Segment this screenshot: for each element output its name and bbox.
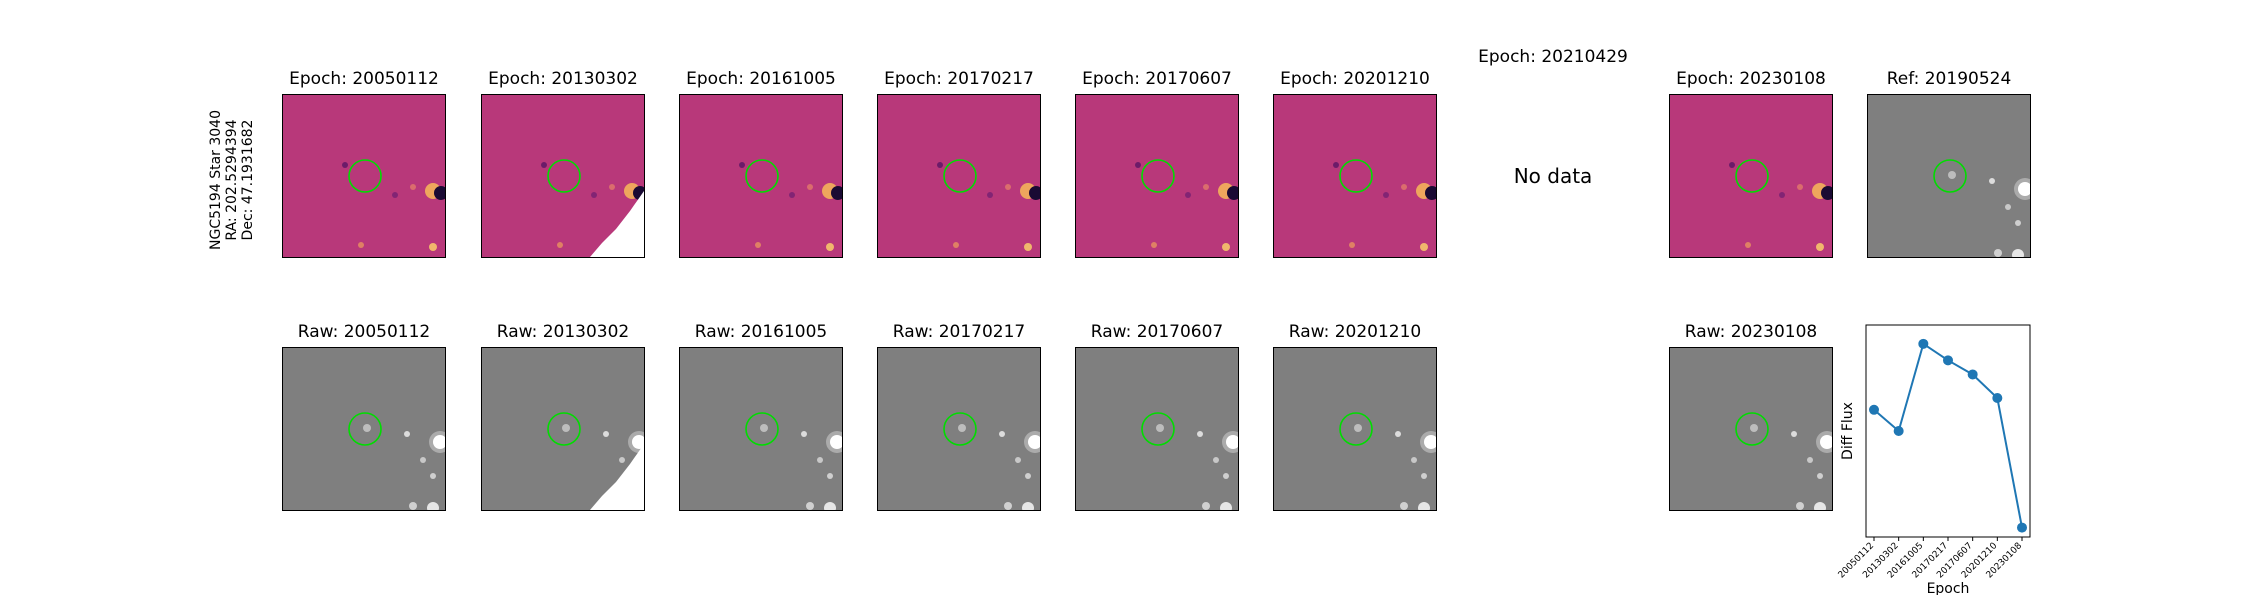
- object-label-line: NGC5194 Star 3040: [208, 110, 224, 250]
- difference-image-panel: [1669, 94, 1833, 258]
- data-point: [1918, 338, 1929, 349]
- aperture-circle: [745, 412, 779, 446]
- panel-title: Epoch: 20210429: [1478, 47, 1628, 67]
- panel-title: Epoch: 20170217: [884, 69, 1034, 89]
- aperture-circle: [547, 159, 581, 193]
- no-data-label: No data: [1513, 164, 1593, 188]
- panel-title: Epoch: 20170607: [1082, 69, 1232, 89]
- light-curve-chart: 2005011220130302201610052017021720170607…: [1837, 324, 2031, 595]
- data-point: [2017, 522, 2027, 533]
- panel-title: Raw: 20230108: [1684, 322, 1818, 342]
- panel-title: Epoch: 20050112: [289, 69, 439, 89]
- data-point: [1967, 369, 1978, 380]
- raw-image-panel: [1273, 347, 1437, 511]
- aperture-circle: [943, 159, 977, 193]
- aperture-circle: [348, 159, 382, 193]
- aperture-circle: [1735, 159, 1769, 193]
- difference-image-panel: [1273, 94, 1437, 258]
- aperture-circle: [745, 159, 779, 193]
- raw-image-panel: [1669, 347, 1833, 511]
- difference-image-panel: [679, 94, 843, 258]
- panel-title: Raw: 20201210: [1288, 322, 1422, 342]
- difference-image-panel: [1075, 94, 1239, 258]
- aperture-circle: [1141, 159, 1175, 193]
- aperture-circle: [1141, 412, 1175, 446]
- object-label-line: Dec: 47.1931682: [240, 119, 256, 241]
- aperture-circle: [1339, 159, 1373, 193]
- panel-title: Raw: 20050112: [297, 322, 431, 342]
- panel-title: Epoch: 20201210: [1280, 69, 1430, 89]
- panel-title: Raw: 20170217: [892, 322, 1026, 342]
- raw-image-panel: [877, 347, 1041, 511]
- panel-title: Raw: 20130302: [496, 322, 630, 342]
- data-point: [1893, 426, 1904, 436]
- aperture-circle: [1339, 412, 1373, 446]
- y-axis-label: Diff Flux: [1840, 402, 1856, 460]
- data-point: [1992, 393, 2003, 404]
- panel-title: Raw: 20161005: [694, 322, 828, 342]
- difference-image-panel: [877, 94, 1041, 258]
- panel-title: Raw: 20170607: [1090, 322, 1224, 342]
- panel-title: Epoch: 20161005: [686, 69, 836, 89]
- data-point: [1869, 404, 1879, 415]
- aperture-circle: [1933, 159, 1967, 193]
- panel-title: Epoch: 20230108: [1676, 69, 1826, 89]
- x-axis-label: Epoch: [1927, 581, 1970, 595]
- raw-image-panel: [282, 347, 446, 511]
- panel-title: Ref: 20190524: [1886, 69, 2012, 89]
- aperture-circle: [943, 412, 977, 446]
- panel-title: Epoch: 20130302: [488, 69, 638, 89]
- data-point: [1943, 355, 1953, 366]
- aperture-circle: [348, 412, 382, 446]
- raw-image-panel: [679, 347, 843, 511]
- series-line: [1873, 342, 2023, 528]
- raw-image-panel: [1075, 347, 1239, 511]
- object-label-line: RA: 202.5294394: [224, 119, 240, 241]
- reference-image-panel: [1867, 94, 2031, 258]
- object-label: NGC5194 Star 3040 RA: 202.5294394 Dec: 47.…: [208, 110, 256, 250]
- aperture-circle: [547, 412, 581, 446]
- aperture-circle: [1735, 412, 1769, 446]
- raw-image-panel: [481, 347, 645, 511]
- difference-image-panel: [282, 94, 446, 258]
- difference-image-panel: [481, 94, 645, 258]
